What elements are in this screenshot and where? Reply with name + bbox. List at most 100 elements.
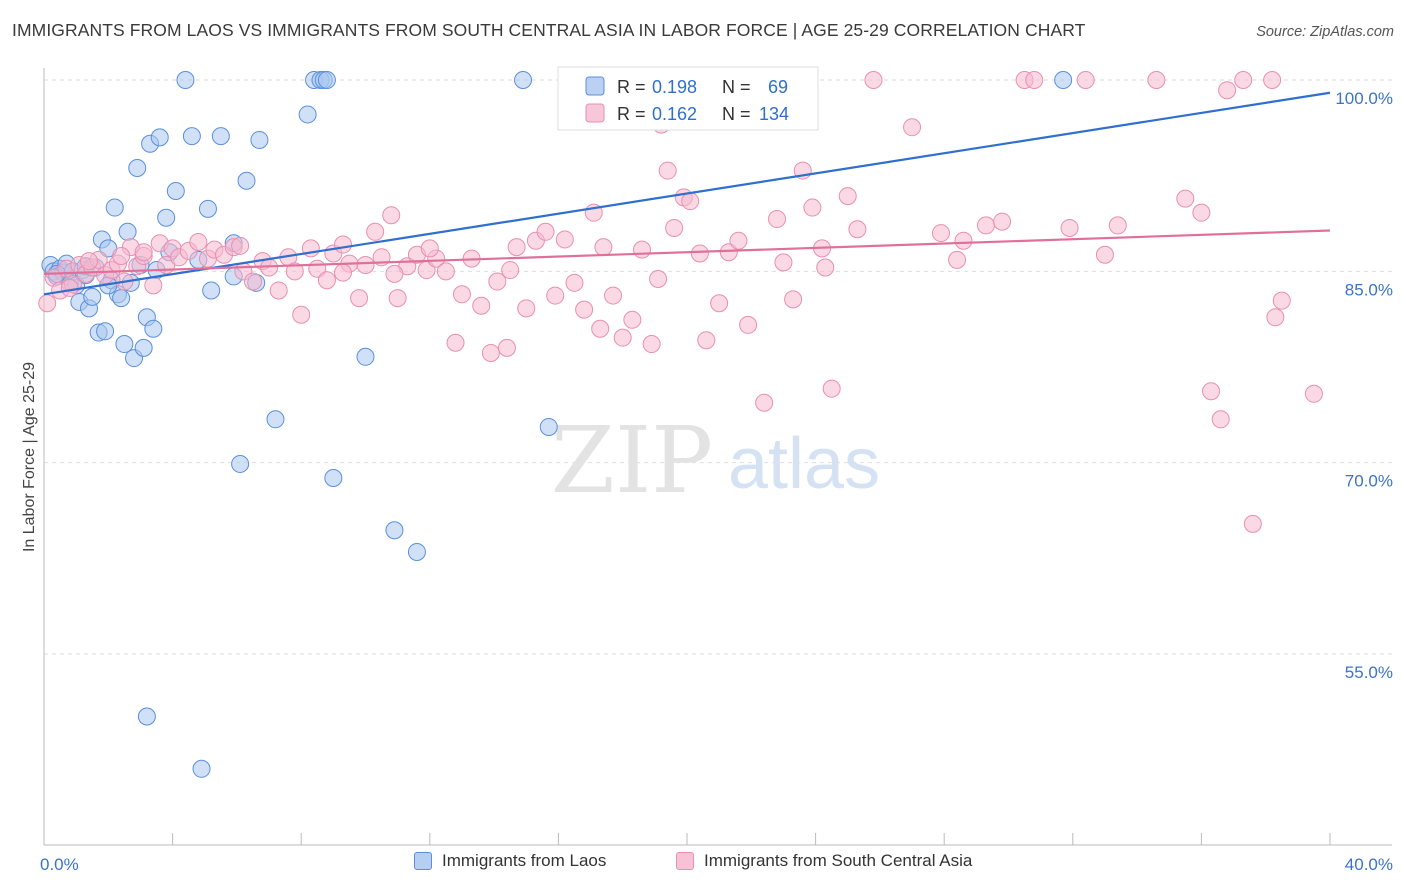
stats-r-value-sca: 0.162 <box>652 104 697 124</box>
point-s1-53 <box>452 285 471 304</box>
point-s0-64 <box>231 454 250 473</box>
point-s0-55 <box>356 347 375 366</box>
point-s1-22 <box>189 232 208 251</box>
point-s0-54 <box>324 468 343 487</box>
point-s1-79 <box>690 244 709 263</box>
point-s1-34 <box>292 305 311 324</box>
point-s1-108 <box>1218 81 1237 100</box>
point-s0-57 <box>407 542 426 561</box>
point-s1-82 <box>719 243 738 262</box>
point-s1-51 <box>436 262 455 281</box>
point-s0-47 <box>250 130 269 149</box>
point-s1-83 <box>729 231 748 250</box>
point-s1-102 <box>1095 245 1114 264</box>
point-s1-132 <box>948 250 967 269</box>
point-s1-41 <box>350 289 369 308</box>
point-s0-56 <box>385 521 404 540</box>
point-s0-49 <box>298 105 317 124</box>
point-s1-28 <box>243 272 262 291</box>
point-s0-34 <box>150 128 169 147</box>
point-s1-107 <box>1211 410 1230 429</box>
point-s0-13 <box>83 287 102 306</box>
point-s1-66 <box>575 300 594 319</box>
point-s1-122 <box>1234 71 1253 89</box>
point-s0-37 <box>166 181 185 200</box>
point-s1-98 <box>976 216 995 235</box>
point-s1-43 <box>366 222 385 241</box>
point-s0-24 <box>118 222 137 241</box>
point-s1-94 <box>848 220 867 239</box>
y-tick-labels: 100.0% 85.0% 70.0% 55.0% <box>1335 89 1393 682</box>
watermark-atlas: atlas <box>728 424 880 504</box>
y-tick-label-2: 70.0% <box>1345 472 1393 491</box>
chart-title: IMMIGRANTS FROM LAOS VS IMMIGRANTS FROM … <box>12 20 1086 40</box>
point-s1-65 <box>565 273 584 292</box>
point-s1-31 <box>269 281 288 300</box>
point-s0-27 <box>128 159 147 178</box>
point-s1-81 <box>710 294 729 313</box>
point-s0-58 <box>514 71 533 89</box>
trend-line-0 <box>43 91 1331 296</box>
data-points <box>38 71 1323 778</box>
point-s0-38 <box>176 71 195 89</box>
legend-item-laos[interactable]: Immigrants from Laos <box>414 851 606 871</box>
legend-label-laos: Immigrants from Laos <box>442 851 607 870</box>
point-s1-33 <box>285 262 304 281</box>
series-legend: Immigrants from Laos Immigrants from Sou… <box>0 851 1406 877</box>
point-s0-63 <box>192 759 211 778</box>
point-s1-58 <box>497 338 516 357</box>
x-tick-labels: 0.0% 40.0% <box>40 855 1393 874</box>
point-s0-32 <box>144 319 163 338</box>
point-s1-103 <box>1108 216 1127 235</box>
point-s1-101 <box>1060 218 1079 237</box>
point-s1-104 <box>1176 189 1195 208</box>
point-s1-97 <box>954 231 973 250</box>
point-s0-48 <box>266 410 285 429</box>
point-s1-71 <box>623 310 642 329</box>
point-s1-45 <box>382 206 401 225</box>
y-tick-label-0: 100.0% <box>1335 89 1393 108</box>
point-s1-126 <box>134 243 153 262</box>
point-s1-106 <box>1202 382 1221 401</box>
point-s0-59 <box>539 417 558 436</box>
trend-lines <box>43 91 1331 296</box>
point-s0-35 <box>157 208 176 227</box>
point-s1-92 <box>822 379 841 398</box>
gridlines <box>44 79 1392 655</box>
stats-r-label-laos: R = <box>617 77 646 97</box>
point-s1-95 <box>903 118 922 137</box>
point-s1-88 <box>784 290 803 309</box>
x-tick-label-0: 0.0% <box>40 855 79 874</box>
watermark-zip: ZIP <box>551 407 713 514</box>
point-s0-41 <box>198 199 217 218</box>
point-s1-105 <box>1192 203 1211 222</box>
point-s1-114 <box>60 278 79 297</box>
stats-r-value-laos: 0.198 <box>652 77 697 97</box>
point-s1-56 <box>481 343 500 362</box>
point-s1-112 <box>1304 384 1323 403</box>
stats-legend: R = 0.198 N = 69 R = 0.162 N = 134 <box>557 66 819 131</box>
stats-n-label-sca: N = <box>722 104 751 124</box>
legend-swatch-laos <box>414 852 432 870</box>
legend-item-sca[interactable]: Immigrants from South Central Asia <box>676 851 972 871</box>
point-s1-125 <box>501 261 520 280</box>
point-s1-123 <box>1263 71 1282 89</box>
point-s1-96 <box>931 224 950 243</box>
point-s1-60 <box>517 299 536 318</box>
point-s0-22 <box>112 289 131 308</box>
point-s0-29 <box>134 338 153 357</box>
point-s0-61 <box>1054 71 1073 89</box>
point-s1-70 <box>613 328 632 347</box>
legend-swatch-sca <box>676 852 694 870</box>
point-s1-109 <box>1243 514 1262 533</box>
point-s0-42 <box>202 281 221 300</box>
point-s1-69 <box>604 286 623 305</box>
point-s1-113 <box>333 263 352 282</box>
point-s1-42 <box>356 255 375 274</box>
point-s0-62 <box>137 707 156 726</box>
point-s1-90 <box>803 198 822 217</box>
point-s0-45 <box>237 171 256 190</box>
watermark: ZIP atlas <box>551 407 880 514</box>
point-s1-115 <box>591 319 610 338</box>
